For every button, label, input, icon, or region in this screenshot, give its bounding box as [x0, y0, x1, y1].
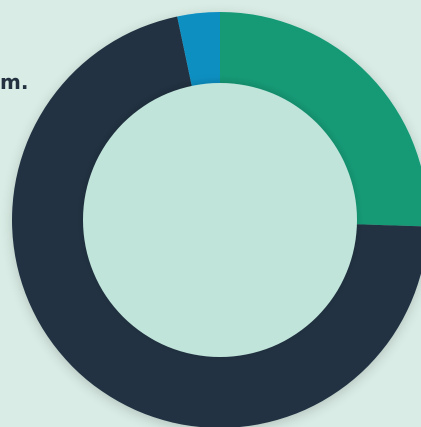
donut-hole: [83, 83, 357, 357]
partial-caption-text: m.: [0, 70, 29, 94]
